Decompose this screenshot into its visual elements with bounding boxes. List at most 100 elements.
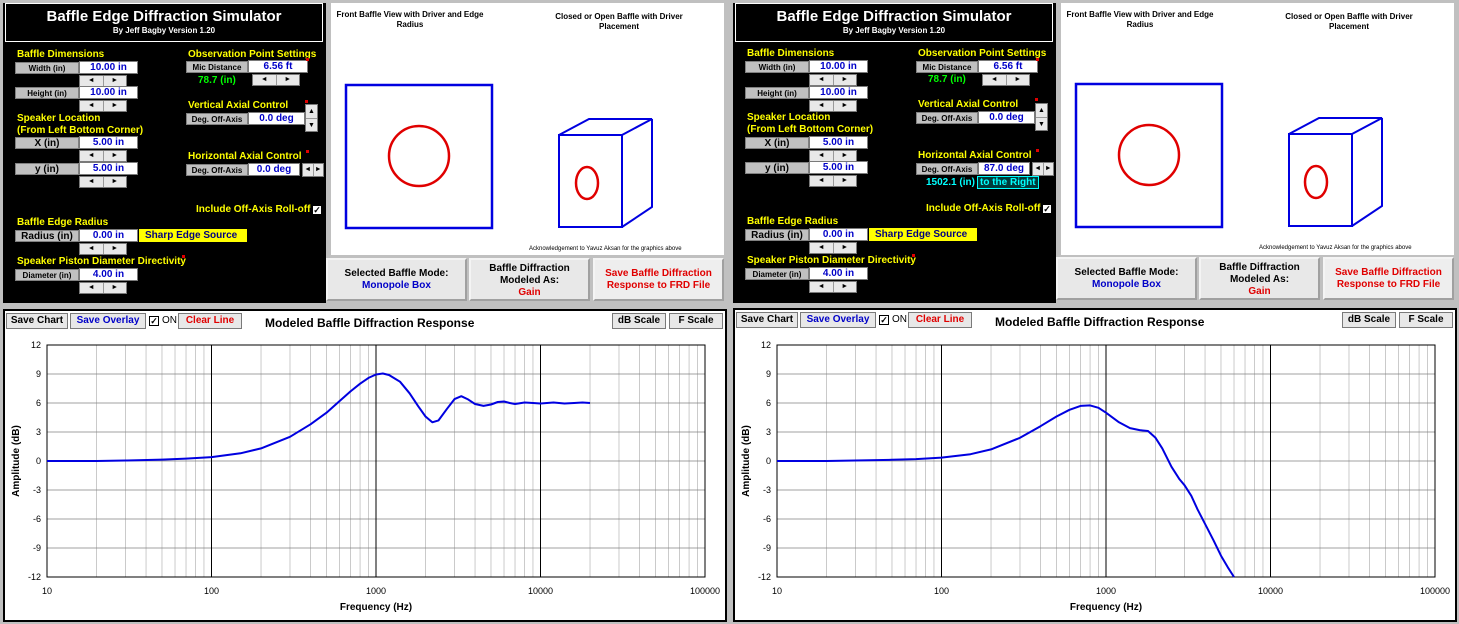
radius-spinner[interactable]: ◄ ► <box>79 243 127 255</box>
left-icon[interactable]: ◄ <box>304 166 312 173</box>
increase-icon[interactable]: ► <box>1005 75 1030 85</box>
decrease-icon[interactable]: ◄ <box>260 76 268 83</box>
width-spinner[interactable]: ◄ ► <box>809 74 857 86</box>
decrease-icon[interactable]: ◄ <box>817 102 825 109</box>
width-field[interactable]: 10.00 in <box>79 61 138 74</box>
edge-radius-header: Baffle Edge Radius <box>747 216 839 227</box>
clear-line-button[interactable]: Clear Line <box>178 313 242 329</box>
baffle-mode-button[interactable]: Selected Baffle Mode: Monopole Box <box>326 258 467 301</box>
y-spinner[interactable]: ◄ ► <box>79 176 127 188</box>
acknowledgement: Acknowledgement to Yavuz Aksan for the g… <box>1259 245 1412 251</box>
decrease-icon[interactable]: ◄ <box>87 102 95 109</box>
mic-distance-spinner[interactable]: ◄ ► <box>982 74 1030 86</box>
increase-icon[interactable]: ► <box>102 76 127 86</box>
y-tick-label: -9 <box>33 543 41 553</box>
decrease-icon[interactable]: ◄ <box>817 177 825 184</box>
x-tick-label: 10000 <box>528 586 553 596</box>
increase-icon[interactable]: ► <box>832 75 857 85</box>
f-scale-button[interactable]: F Scale <box>669 313 723 329</box>
down-icon[interactable]: ▼ <box>1036 117 1047 131</box>
decrease-icon[interactable]: ◄ <box>817 76 825 83</box>
increase-icon[interactable]: ► <box>102 283 127 293</box>
x-tick-label: 10000 <box>1258 586 1283 596</box>
modeled-as-button[interactable]: Baffle Diffraction Modeled As: Gain <box>1199 257 1320 300</box>
increase-icon[interactable]: ► <box>102 151 127 161</box>
save-chart-button[interactable]: Save Chart <box>6 313 68 329</box>
diameter-label: Diameter (in) <box>15 269 79 281</box>
overlay-on-checkbox[interactable]: ✓ <box>879 315 889 325</box>
vertical-offaxis-field[interactable]: 0.0 deg <box>978 111 1035 124</box>
mic-distance-spinner[interactable]: ◄ ► <box>252 74 300 86</box>
decrease-icon[interactable]: ◄ <box>87 178 95 185</box>
save-frd-button[interactable]: Save Baffle Diffraction Response to FRD … <box>1323 257 1454 300</box>
height-spinner[interactable]: ◄ ► <box>809 100 857 112</box>
radius-spinner[interactable]: ◄ ► <box>809 242 857 254</box>
up-icon[interactable]: ▲ <box>308 108 315 115</box>
increase-icon[interactable]: ► <box>832 243 857 253</box>
increase-icon[interactable]: ► <box>102 101 127 111</box>
height-field[interactable]: 10.00 in <box>79 86 138 99</box>
overlay-on-checkbox[interactable]: ✓ <box>149 316 159 326</box>
increase-icon[interactable]: ► <box>275 75 300 85</box>
mic-distance-field[interactable]: 6.56 ft <box>978 60 1038 73</box>
vertical-spinner[interactable]: ▲ ▼ <box>1035 103 1048 131</box>
radius-field[interactable]: 0.00 in <box>809 228 868 241</box>
rolloff-checkbox[interactable]: ✓ <box>312 205 322 215</box>
decrease-icon[interactable]: ◄ <box>87 77 95 84</box>
decrease-icon[interactable]: ◄ <box>87 284 95 291</box>
f-scale-button[interactable]: F Scale <box>1399 312 1453 328</box>
db-scale-button[interactable]: dB Scale <box>612 313 666 329</box>
decrease-icon[interactable]: ◄ <box>87 152 95 159</box>
y-field[interactable]: 5.00 in <box>809 161 868 174</box>
baffle-mode-button[interactable]: Selected Baffle Mode: Monopole Box <box>1056 257 1197 300</box>
clear-line-button[interactable]: Clear Line <box>908 312 972 328</box>
diameter-field[interactable]: 4.00 in <box>79 268 138 281</box>
width-field[interactable]: 10.00 in <box>809 60 868 73</box>
right-icon[interactable]: ► <box>312 164 324 176</box>
db-scale-button[interactable]: dB Scale <box>1342 312 1396 328</box>
height-field[interactable]: 10.00 in <box>809 86 868 99</box>
horizontal-spinner[interactable]: ◄ ► <box>1032 162 1054 176</box>
radius-field[interactable]: 0.00 in <box>79 229 138 242</box>
horizontal-offaxis-field[interactable]: 0.0 deg <box>248 163 300 176</box>
increase-icon[interactable]: ► <box>102 177 127 187</box>
horizontal-offaxis-field[interactable]: 87.0 deg <box>978 162 1030 175</box>
speaker-location-subheader: (From Left Bottom Corner) <box>17 125 144 136</box>
save-overlay-button[interactable]: Save Overlay <box>70 313 146 329</box>
save-chart-button[interactable]: Save Chart <box>736 312 798 328</box>
diameter-spinner[interactable]: ◄ ► <box>809 281 857 293</box>
horizontal-spinner[interactable]: ◄ ► <box>302 163 324 177</box>
save-frd-button[interactable]: Save Baffle Diffraction Response to FRD … <box>593 258 724 301</box>
height-spinner[interactable]: ◄ ► <box>79 100 127 112</box>
decrease-icon[interactable]: ◄ <box>817 283 825 290</box>
save-overlay-button[interactable]: Save Overlay <box>800 312 876 328</box>
vertical-offaxis-field[interactable]: 0.0 deg <box>248 112 305 125</box>
diameter-spinner[interactable]: ◄ ► <box>79 282 127 294</box>
increase-icon[interactable]: ► <box>832 176 857 186</box>
increase-icon[interactable]: ► <box>832 151 857 161</box>
increase-icon[interactable]: ► <box>832 282 857 292</box>
left-icon[interactable]: ◄ <box>1034 165 1042 172</box>
diameter-field[interactable]: 4.00 in <box>809 267 868 280</box>
decrease-icon[interactable]: ◄ <box>817 244 825 251</box>
mic-distance-field[interactable]: 6.56 ft <box>248 60 308 73</box>
vertical-spinner[interactable]: ▲ ▼ <box>305 104 318 132</box>
y-field[interactable]: 5.00 in <box>79 162 138 175</box>
x-field[interactable]: 5.00 in <box>809 136 868 149</box>
modeled-as-button[interactable]: Baffle Diffraction Modeled As: Gain <box>469 258 590 301</box>
y-spinner[interactable]: ◄ ► <box>809 175 857 187</box>
x-field[interactable]: 5.00 in <box>79 136 138 149</box>
increase-icon[interactable]: ► <box>832 101 857 111</box>
up-icon[interactable]: ▲ <box>1038 107 1045 114</box>
decrease-icon[interactable]: ◄ <box>817 152 825 159</box>
increase-icon[interactable]: ► <box>102 244 127 254</box>
right-icon[interactable]: ► <box>1042 163 1054 175</box>
baffle-dimensions-header: Baffle Dimensions <box>747 48 835 59</box>
y-tick-label: 0 <box>36 456 41 466</box>
decrease-icon[interactable]: ◄ <box>990 76 998 83</box>
down-icon[interactable]: ▼ <box>306 118 317 132</box>
x-spinner[interactable]: ◄ ► <box>79 150 127 162</box>
speaker-location-header: Speaker Location <box>747 112 831 123</box>
rolloff-checkbox[interactable]: ✓ <box>1042 204 1052 214</box>
decrease-icon[interactable]: ◄ <box>87 245 95 252</box>
